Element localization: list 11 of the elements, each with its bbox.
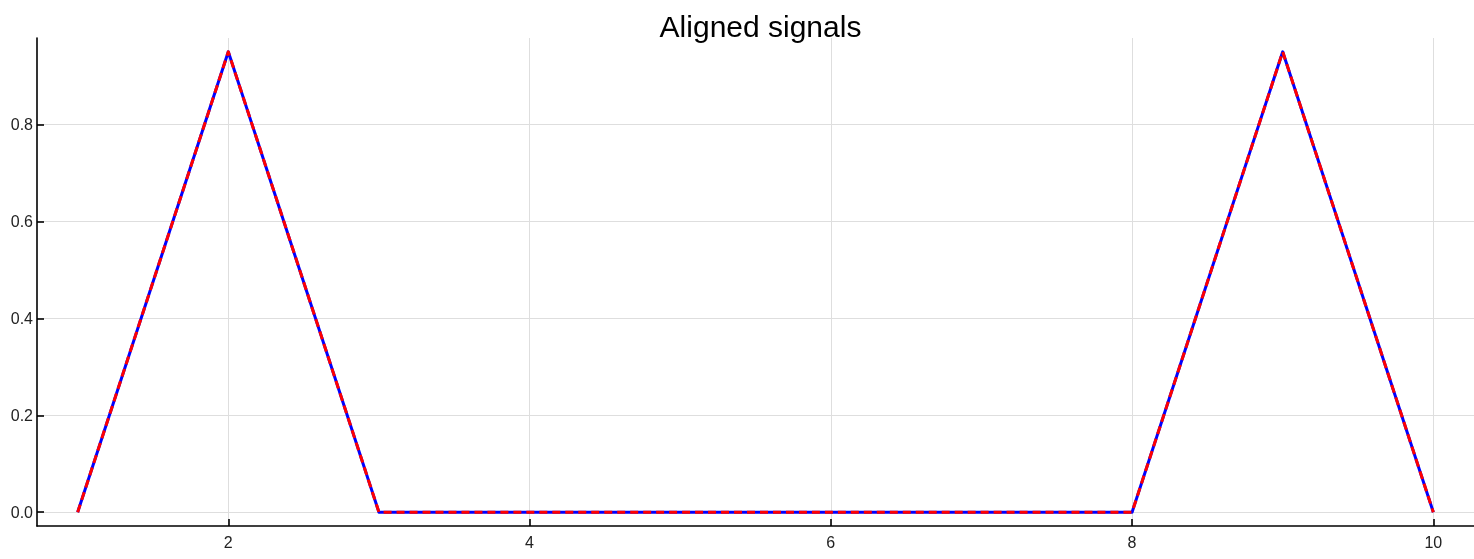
x-tick-label: 6 — [826, 533, 836, 551]
y-tick-label: 0.0 — [10, 503, 34, 521]
x-tick-label: 4 — [525, 533, 535, 551]
y-tick-label: 0.6 — [10, 212, 34, 230]
x-tick-label: 10 — [1424, 533, 1443, 551]
x-tick-label: 2 — [223, 533, 233, 551]
x-tick-label: 8 — [1127, 533, 1137, 551]
y-tick-label: 0.2 — [10, 406, 34, 424]
y-tick-label: 0.4 — [10, 309, 34, 327]
chart-title: Aligned signals — [659, 9, 862, 43]
y-tick-label: 0.8 — [10, 116, 34, 133]
